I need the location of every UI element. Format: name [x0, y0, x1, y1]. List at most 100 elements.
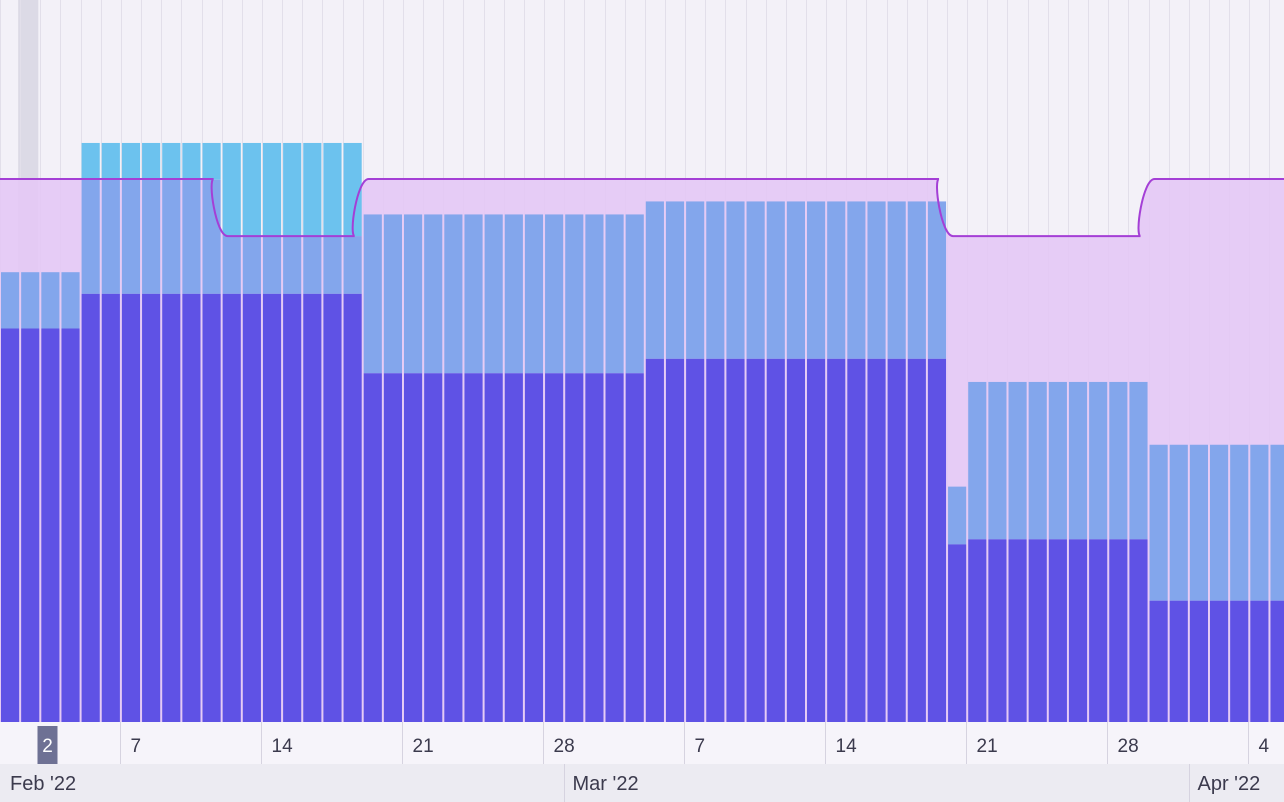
bar-series-2[interactable]: [867, 201, 886, 359]
bar-series-1[interactable]: [464, 373, 483, 722]
bar-series-2[interactable]: [61, 272, 80, 329]
bar-series-1[interactable]: [988, 539, 1007, 722]
day-tick-label[interactable]: 14: [836, 736, 858, 757]
bar-series-2[interactable]: [1250, 444, 1269, 601]
bar-series-1[interactable]: [948, 544, 967, 722]
bar-series-2[interactable]: [545, 214, 564, 374]
bar-series-1[interactable]: [142, 293, 161, 722]
bar-series-1[interactable]: [444, 373, 463, 722]
bar-series-1[interactable]: [404, 373, 423, 722]
bar-series-1[interactable]: [21, 328, 40, 722]
bar-series-3[interactable]: [242, 142, 261, 237]
bar-series-2[interactable]: [504, 214, 523, 374]
bar-series-2[interactable]: [1169, 444, 1188, 601]
bar-series-1[interactable]: [1028, 539, 1047, 722]
bar-series-1[interactable]: [383, 373, 402, 722]
bar-series-1[interactable]: [424, 373, 443, 722]
bar-series-2[interactable]: [807, 201, 826, 359]
bar-series-2[interactable]: [242, 236, 261, 294]
bar-series-2[interactable]: [262, 236, 282, 294]
bar-series-1[interactable]: [283, 293, 302, 722]
bar-series-2[interactable]: [786, 201, 805, 359]
bar-series-1[interactable]: [766, 358, 785, 722]
bar-series-2[interactable]: [404, 214, 423, 374]
bar-series-1[interactable]: [242, 293, 261, 722]
bar-series-2[interactable]: [222, 236, 241, 294]
bar-series-2[interactable]: [686, 201, 705, 359]
bar-series-1[interactable]: [182, 293, 201, 722]
bar-series-2[interactable]: [524, 214, 544, 374]
bar-series-2[interactable]: [363, 214, 382, 374]
bar-series-1[interactable]: [847, 358, 866, 722]
bar-series-1[interactable]: [61, 328, 80, 722]
bar-series-1[interactable]: [665, 358, 685, 722]
day-tick-label[interactable]: 14: [272, 736, 294, 757]
bar-series-2[interactable]: [645, 201, 664, 359]
bar-series-1[interactable]: [524, 373, 544, 722]
bar-series-2[interactable]: [1189, 444, 1208, 601]
bar-series-3[interactable]: [262, 142, 282, 237]
bar-series-2[interactable]: [1028, 381, 1047, 540]
bar-series-2[interactable]: [142, 179, 161, 294]
bar-series-1[interactable]: [545, 373, 564, 722]
bar-series-3[interactable]: [162, 142, 181, 180]
bar-series-2[interactable]: [665, 201, 685, 359]
bar-series-3[interactable]: [323, 142, 342, 237]
bar-series-1[interactable]: [706, 358, 725, 722]
bar-series-1[interactable]: [222, 293, 241, 722]
bar-series-1[interactable]: [1, 328, 20, 722]
bar-series-2[interactable]: [968, 381, 987, 540]
bar-series-2[interactable]: [927, 201, 947, 359]
bar-series-2[interactable]: [323, 236, 342, 294]
bar-series-1[interactable]: [363, 373, 382, 722]
bar-series-1[interactable]: [1210, 600, 1229, 722]
bar-series-1[interactable]: [262, 293, 282, 722]
day-tick-label[interactable]: 4: [1259, 736, 1270, 757]
bar-series-2[interactable]: [625, 214, 644, 374]
bar-series-3[interactable]: [202, 142, 221, 180]
bar-series-2[interactable]: [585, 214, 604, 374]
bar-series-2[interactable]: [182, 179, 201, 294]
bar-series-2[interactable]: [81, 179, 100, 294]
bar-series-1[interactable]: [686, 358, 705, 722]
bar-series-2[interactable]: [121, 179, 141, 294]
month-label[interactable]: Apr '22: [1198, 773, 1261, 795]
bar-series-2[interactable]: [21, 272, 40, 329]
bar-series-2[interactable]: [887, 201, 906, 359]
bar-series-2[interactable]: [847, 201, 866, 359]
bar-series-3[interactable]: [343, 142, 362, 237]
bar-series-2[interactable]: [283, 236, 302, 294]
bar-series-3[interactable]: [121, 142, 141, 180]
bar-series-1[interactable]: [1250, 600, 1269, 722]
bar-series-2[interactable]: [464, 214, 483, 374]
bar-series-1[interactable]: [968, 539, 987, 722]
bars-layer[interactable]: [1, 142, 1284, 722]
bar-series-2[interactable]: [1, 272, 20, 329]
bar-series-2[interactable]: [827, 201, 846, 359]
bar-series-2[interactable]: [41, 272, 60, 329]
bar-series-1[interactable]: [303, 293, 322, 722]
bar-series-2[interactable]: [706, 201, 725, 359]
bar-series-1[interactable]: [202, 293, 221, 722]
month-label[interactable]: Mar '22: [573, 773, 639, 795]
bar-series-2[interactable]: [1270, 444, 1284, 601]
bar-series-1[interactable]: [1008, 539, 1027, 722]
bar-series-1[interactable]: [746, 358, 765, 722]
bar-series-1[interactable]: [484, 373, 503, 722]
bar-series-2[interactable]: [726, 201, 745, 359]
bar-series-1[interactable]: [81, 293, 100, 722]
bar-series-1[interactable]: [807, 358, 826, 722]
bar-series-3[interactable]: [303, 142, 322, 237]
bar-series-1[interactable]: [162, 293, 181, 722]
bar-series-1[interactable]: [585, 373, 604, 722]
bar-series-1[interactable]: [827, 358, 846, 722]
bar-series-1[interactable]: [1089, 539, 1108, 722]
bar-series-2[interactable]: [1230, 444, 1249, 601]
bar-series-2[interactable]: [605, 214, 624, 374]
bar-series-3[interactable]: [101, 142, 120, 180]
bar-series-2[interactable]: [766, 201, 785, 359]
bar-series-1[interactable]: [121, 293, 141, 722]
day-tick-label[interactable]: 2: [42, 736, 53, 757]
bar-series-1[interactable]: [1048, 539, 1067, 722]
bar-series-2[interactable]: [565, 214, 584, 374]
